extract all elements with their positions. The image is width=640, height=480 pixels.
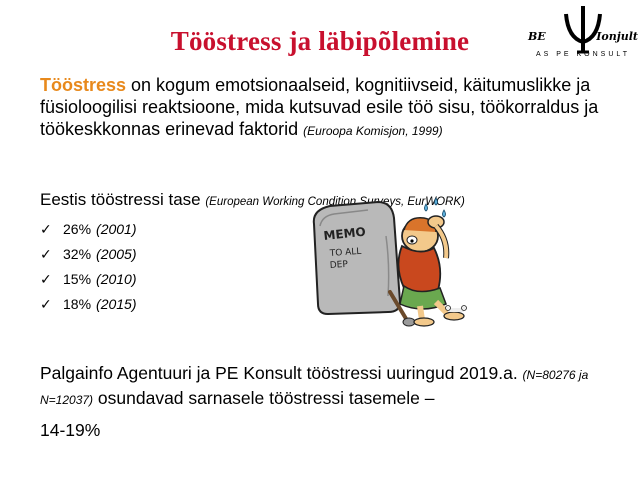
level-year: (2001): [96, 221, 137, 237]
check-icon: ✓: [40, 296, 52, 312]
levels-citation: (European Working Condition Surveys, Eur…: [205, 196, 465, 208]
level-year: (2010): [96, 271, 137, 287]
levels-list: ✓ 26% (2001) ✓ 32% (2005) ✓ 15% (2010) ✓…: [40, 217, 240, 317]
definition-term: Tööstress: [40, 75, 127, 95]
survey-text-2: osundavad sarnasele tööstressi tasemele …: [93, 388, 435, 408]
survey-paragraph: Palgainfo Agentuuri ja PE Konsult tööstr…: [40, 362, 610, 442]
logo-word-right: Ionjult: [596, 30, 638, 43]
list-item: ✓ 18% (2015): [40, 292, 240, 317]
survey-range: 14-19%: [40, 420, 101, 440]
definition-paragraph: Tööstress on kogum emotsionaalseid, kogn…: [40, 74, 620, 142]
level-percent: 18%: [63, 296, 92, 312]
levels-heading: Eestis tööstressi tase (European Working…: [40, 190, 620, 210]
check-icon: ✓: [40, 271, 52, 287]
definition-citation: (Euroopa Komisjon, 1999): [303, 124, 443, 138]
company-logo: BE Ionjult AS PE KONSULT: [528, 4, 638, 64]
levels-title: Eestis tööstressi tase: [40, 190, 206, 209]
survey-text-1: Palgainfo Agentuuri ja PE Konsult tööstr…: [40, 363, 523, 383]
logo-subtitle: AS PE KONSULT: [535, 51, 631, 58]
list-item: ✓ 15% (2010): [40, 267, 240, 292]
level-year: (2005): [96, 246, 137, 262]
memo-line-3: DEP: [330, 260, 349, 271]
level-percent: 32%: [63, 246, 92, 262]
survey-citation: (N=80276 ja N=12037): [40, 368, 589, 407]
memo-line-1: MEMO: [323, 225, 367, 243]
stressed-caveman-cartoon: MEMO TO ALL DEP: [312, 197, 467, 327]
list-item: ✓ 32% (2005): [40, 242, 240, 267]
memo-line-2: TO ALL: [329, 247, 362, 259]
level-percent: 26%: [63, 221, 92, 237]
level-year: (2015): [96, 296, 137, 312]
list-item: ✓ 26% (2001): [40, 217, 240, 242]
slide-title: Tööstress ja läbipõlemine: [170, 26, 470, 56]
check-icon: ✓: [40, 221, 52, 237]
check-icon: ✓: [40, 246, 52, 262]
logo-word-left: BE: [528, 30, 546, 43]
definition-text: on kogum emotsionaalseid, kognitiivseid,…: [40, 75, 599, 139]
level-percent: 15%: [63, 271, 92, 287]
psi-icon: [564, 6, 602, 54]
